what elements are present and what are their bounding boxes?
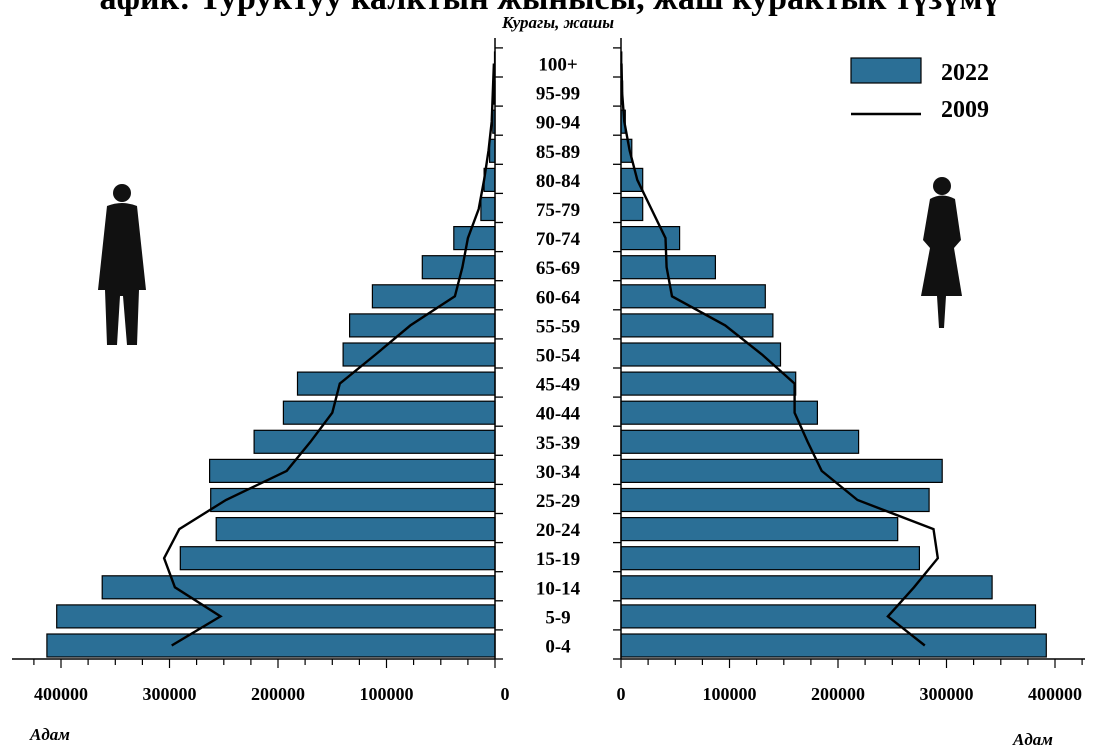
bar-male-65-69 — [421, 255, 496, 280]
right-x-tick-label: 400000 — [1028, 684, 1082, 704]
male-figure-icon — [98, 184, 146, 345]
legend-swatch-2022 — [850, 57, 922, 84]
bar-male-0-4 — [46, 633, 496, 658]
bar-female-50-54 — [620, 342, 782, 367]
bar-female-25-29 — [620, 487, 930, 513]
bar-female-15-19 — [620, 546, 920, 571]
age-label-80-84: 80-84 — [536, 171, 581, 192]
x-axis-title-right: Адам — [1012, 730, 1053, 749]
age-label-75-79: 75-79 — [536, 200, 580, 221]
bar-female-35-39 — [620, 429, 860, 454]
bar-female-80-84 — [620, 167, 644, 192]
bar-male-25-29 — [210, 487, 496, 513]
bar-female-55-59 — [620, 313, 774, 338]
legend-label-2009: 2009 — [941, 97, 989, 123]
bar-female-0-4 — [620, 633, 1047, 658]
axes-layer — [12, 38, 1085, 668]
bar-male-5-9 — [56, 604, 496, 629]
age-label-100+: 100+ — [538, 55, 577, 76]
left-x-tick-label: 400000 — [34, 684, 88, 704]
labels-layer: 400000 300000 200000 100000 0 0 100000 200000 30… — [29, 13, 1082, 749]
bar-male-35-39 — [253, 429, 496, 454]
left-x-tick-label: 0 — [501, 684, 510, 704]
age-axis-title: Курагы, жашы — [501, 13, 614, 32]
age-label-5-9: 5-9 — [545, 607, 570, 628]
bar-male-70-74 — [453, 226, 496, 251]
bar-male-10-14 — [101, 575, 496, 600]
right-x-tick-label: 100000 — [703, 684, 757, 704]
bar-female-20-24 — [620, 516, 899, 542]
age-label-60-64: 60-64 — [536, 287, 581, 308]
left-x-tick-label: 200000 — [251, 684, 305, 704]
age-label-35-39: 35-39 — [536, 433, 580, 454]
bar-female-70-74 — [620, 226, 681, 251]
age-label-70-74: 70-74 — [536, 229, 581, 250]
age-label-65-69: 65-69 — [536, 258, 580, 279]
age-label-20-24: 20-24 — [536, 520, 581, 541]
bar-female-60-64 — [620, 284, 766, 309]
bar-female-45-49 — [620, 371, 797, 396]
chart-title: афик: Туруктуу калктын жынысы, жаш курак… — [0, 0, 1099, 18]
right-x-tick-label: 0 — [617, 684, 626, 704]
bars-layer — [46, 51, 1047, 658]
bar-male-60-64 — [371, 284, 496, 309]
age-label-25-29: 25-29 — [536, 491, 580, 512]
bar-female-75-79 — [620, 196, 644, 222]
left-x-tick-label: 100000 — [360, 684, 414, 704]
line-2009-female — [620, 63, 940, 647]
age-label-10-14: 10-14 — [536, 578, 581, 599]
age-label-40-44: 40-44 — [536, 404, 581, 425]
age-label-55-59: 55-59 — [536, 316, 580, 337]
age-label-30-34: 30-34 — [536, 462, 581, 483]
age-label-50-54: 50-54 — [536, 346, 581, 367]
bar-male-15-19 — [179, 546, 496, 571]
lines-layer — [162, 63, 940, 647]
legend-label-2022: 2022 — [941, 60, 989, 86]
age-label-90-94: 90-94 — [536, 113, 581, 134]
bar-male-20-24 — [215, 516, 496, 542]
bar-male-30-34 — [209, 458, 496, 483]
left-x-tick-label: 300000 — [143, 684, 197, 704]
age-label-0-4: 0-4 — [545, 637, 571, 658]
bar-female-40-44 — [620, 400, 818, 425]
female-figure-icon — [921, 177, 962, 328]
bar-male-45-49 — [296, 371, 496, 396]
bar-female-30-34 — [620, 458, 943, 483]
line-2009-male — [162, 63, 496, 647]
right-x-tick-label: 300000 — [920, 684, 974, 704]
legend: 2022 2009 — [850, 57, 989, 123]
age-label-95-99: 95-99 — [536, 84, 580, 105]
x-axis-title-left: Адам — [29, 725, 70, 744]
bar-female-10-14 — [620, 575, 993, 600]
bar-male-40-44 — [282, 400, 496, 425]
age-label-85-89: 85-89 — [536, 142, 580, 163]
right-x-tick-label: 200000 — [811, 684, 865, 704]
age-label-45-49: 45-49 — [536, 375, 580, 396]
age-label-15-19: 15-19 — [536, 549, 580, 570]
figures-layer — [98, 177, 962, 345]
bar-female-5-9 — [620, 604, 1037, 629]
bar-male-75-79 — [480, 196, 496, 222]
